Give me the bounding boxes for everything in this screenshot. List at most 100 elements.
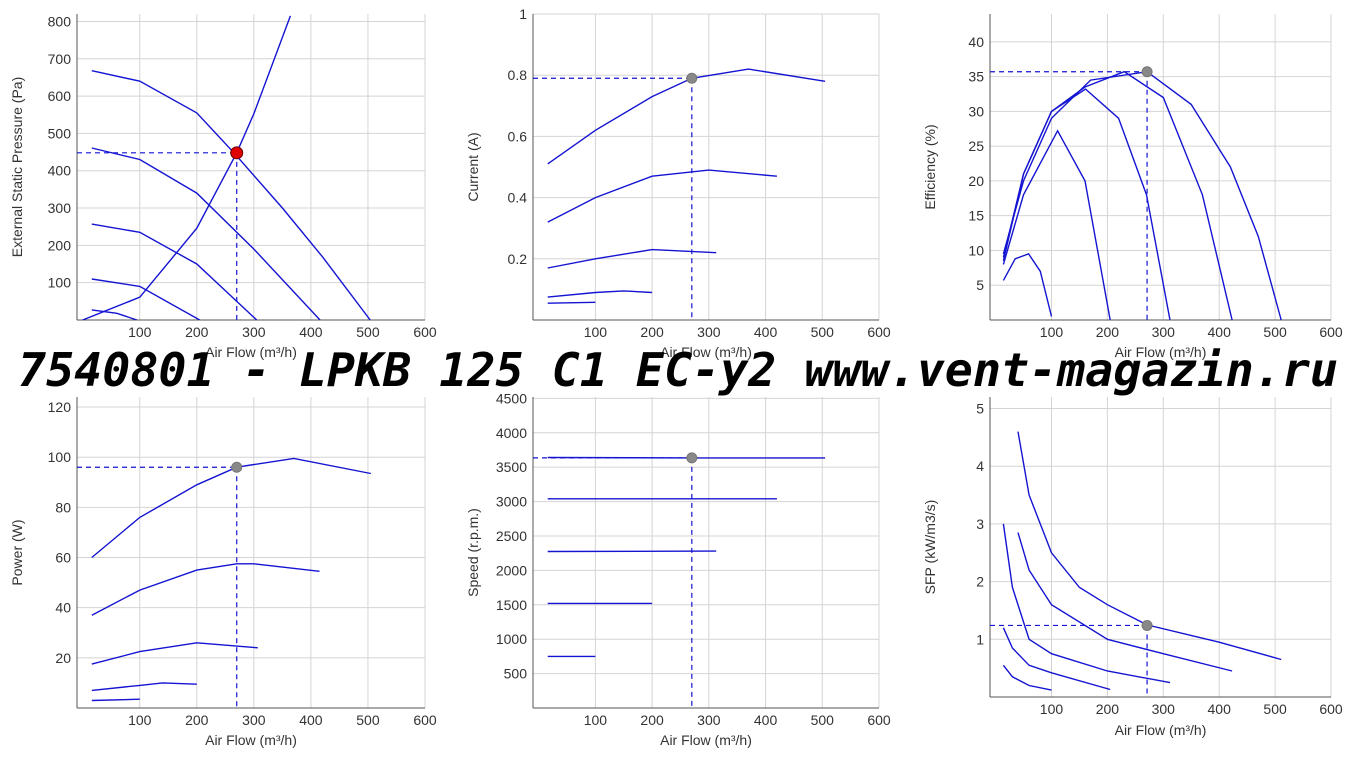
x-axis-title: Air Flow (m³/h) [1115, 344, 1207, 360]
x-tick-label: 400 [1208, 701, 1232, 717]
y-axis-title: SFP (kW/m3/s) [922, 500, 938, 595]
chart: 0.2 0.4 0.6 0.8 1 100 200 300 400 500 600 Air Flow … [465, 6, 891, 360]
chart: 1 2 3 4 5 100 200 300 400 500 600 Air Flow (m³/h) SF… [922, 397, 1343, 738]
y-tick-label: 800 [48, 13, 72, 29]
x-tick-label: 100 [128, 712, 152, 728]
y-tick-label: 600 [48, 88, 72, 104]
x-axis-title: Air Flow (m³/h) [1115, 722, 1207, 738]
x-tick-label: 300 [1152, 324, 1176, 340]
x-tick-label: 300 [697, 324, 721, 340]
chart: 500 1000 1500 2000 2500 3000 3500 4000 4500 100 20… [465, 390, 891, 748]
curve [1002, 664, 1052, 691]
y-tick-label: 0.4 [508, 190, 528, 206]
y-tick-label: 4 [976, 458, 984, 474]
y-tick-label: 5 [976, 401, 984, 417]
operating-point [230, 146, 244, 160]
y-tick-label: 700 [48, 51, 72, 67]
x-tick-label: 100 [584, 324, 608, 340]
y-tick-label: 400 [48, 163, 72, 179]
curve [91, 147, 321, 320]
operating-point [686, 72, 698, 84]
curve [91, 642, 258, 665]
y-tick-label: 40 [968, 34, 984, 50]
x-tick-label: 600 [867, 712, 891, 728]
curve [91, 278, 201, 320]
y-axis-title: Power (W) [9, 519, 25, 585]
curve [1002, 627, 1111, 691]
y-tick-label: 300 [48, 200, 72, 216]
y-tick-label: 5 [976, 277, 984, 293]
curve [91, 223, 258, 320]
y-tick-label: 20 [55, 650, 71, 666]
x-tick-label: 100 [1040, 701, 1064, 717]
y-tick-label: 10 [968, 242, 984, 258]
y-axis-title: External Static Pressure (Pa) [9, 77, 25, 258]
y-tick-label: 2500 [496, 528, 527, 544]
y-tick-label: 20 [968, 173, 984, 189]
y-tick-label: 2 [976, 574, 984, 590]
curve [82, 15, 292, 320]
y-tick-label: 500 [504, 666, 528, 682]
y-tick-label: 35 [968, 69, 984, 85]
y-tick-label: 120 [48, 399, 72, 415]
y-tick-label: 3500 [496, 459, 527, 475]
x-tick-label: 600 [413, 712, 437, 728]
x-tick-label: 400 [754, 324, 778, 340]
y-tick-label: 4000 [496, 425, 527, 441]
y-axis-title: Current (A) [465, 132, 481, 201]
y-tick-label: 15 [968, 208, 984, 224]
x-axis-title: Air Flow (m³/h) [660, 344, 752, 360]
y-tick-label: 200 [48, 237, 72, 253]
curve [91, 563, 320, 616]
curve [1017, 431, 1282, 661]
y-tick-label: 1 [976, 631, 984, 647]
y-axis-title: Speed (r.p.m.) [465, 508, 481, 597]
y-tick-label: 80 [55, 499, 71, 515]
x-tick-label: 300 [1152, 701, 1176, 717]
y-tick-label: 25 [968, 138, 984, 154]
y-axis-title: Efficiency (%) [922, 124, 938, 209]
operating-point [1141, 66, 1153, 78]
x-tick-label: 300 [242, 712, 266, 728]
y-tick-label: 0.8 [508, 67, 528, 83]
x-tick-label: 500 [1263, 701, 1287, 717]
chart: 20 40 60 80 100 120 100 200 300 400 500 600 Air Flow… [9, 397, 437, 748]
x-tick-label: 500 [356, 324, 380, 340]
x-tick-label: 200 [640, 324, 664, 340]
curve [1002, 88, 1171, 320]
curve [547, 301, 596, 304]
x-tick-label: 400 [299, 712, 323, 728]
curve [547, 290, 653, 298]
y-tick-label: 30 [968, 103, 984, 119]
y-tick-label: 3000 [496, 494, 527, 510]
operating-point [231, 461, 243, 473]
curve [1017, 532, 1233, 672]
x-tick-label: 100 [128, 324, 152, 340]
y-tick-label: 100 [48, 449, 72, 465]
x-tick-label: 600 [867, 324, 891, 340]
x-tick-label: 500 [356, 712, 380, 728]
x-tick-label: 100 [1040, 324, 1064, 340]
x-tick-label: 300 [242, 324, 266, 340]
x-tick-label: 600 [1319, 324, 1343, 340]
x-tick-label: 600 [413, 324, 437, 340]
x-tick-label: 200 [185, 712, 209, 728]
curve [547, 169, 777, 223]
x-tick-label: 200 [1096, 701, 1120, 717]
chart: 5 10 15 20 25 30 35 40 100 200 300 400 500 600 Air Flo… [922, 14, 1343, 360]
x-tick-label: 500 [1263, 324, 1287, 340]
x-tick-label: 400 [754, 712, 778, 728]
x-tick-label: 100 [584, 712, 608, 728]
x-axis-title: Air Flow (m³/h) [660, 732, 752, 748]
curve [1002, 129, 1111, 320]
x-tick-label: 200 [185, 324, 209, 340]
curve [91, 682, 197, 692]
curve [547, 248, 717, 269]
operating-point [1141, 619, 1153, 631]
chart: 100 200 300 400 500 600 700 800 100 200 300 400 500 6… [9, 13, 437, 360]
y-tick-label: 40 [55, 600, 71, 616]
operating-point [686, 452, 698, 464]
curve [1002, 523, 1171, 684]
curve [91, 309, 138, 320]
